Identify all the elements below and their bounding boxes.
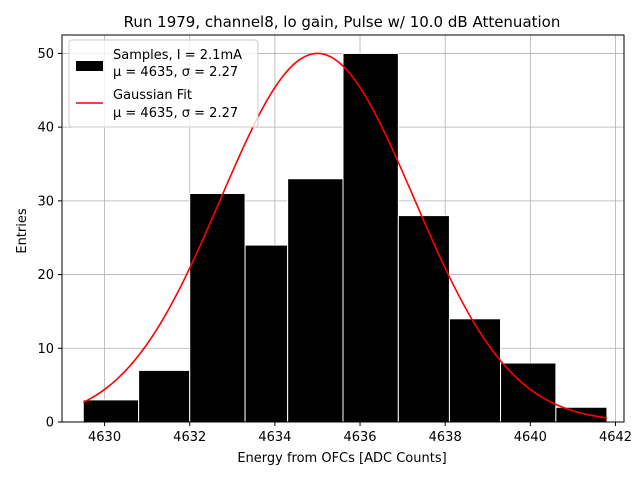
- x-tick-label: 4630: [88, 430, 121, 445]
- x-axis-ticks: 4630 4632 4634 4636 4638 4640 4642: [88, 422, 632, 445]
- chart-title: Run 1979, channel8, lo gain, Pulse w/ 10…: [124, 13, 561, 31]
- x-tick-label: 4638: [429, 430, 462, 445]
- x-tick-label: 4642: [599, 430, 632, 445]
- histogram-bar: [555, 406, 608, 423]
- x-tick-label: 4634: [258, 430, 291, 445]
- legend-stats-samples: μ = 4635, σ = 2.27: [113, 65, 238, 80]
- histogram-bar: [82, 399, 140, 423]
- histogram-bar: [500, 362, 557, 423]
- y-tick-label: 40: [37, 121, 54, 136]
- legend-label-samples: Samples, I = 2.1mA: [113, 48, 242, 63]
- legend-stats-fit: μ = 4635, σ = 2.27: [113, 106, 238, 121]
- histogram-bar: [138, 369, 191, 423]
- histogram-bars: [82, 52, 608, 423]
- plot-frame: [61, 34, 625, 423]
- legend-frame: [68, 39, 259, 128]
- x-tick-label: 4632: [173, 430, 206, 445]
- legend-swatch-samples: [76, 61, 103, 71]
- legend: Samples, I = 2.1mA μ = 4635, σ = 2.27 Ga…: [68, 39, 259, 128]
- histogram-bar: [397, 215, 450, 423]
- y-axis-label: Entries: [15, 208, 30, 254]
- histogram-bar: [189, 192, 246, 423]
- histogram-bar: [448, 318, 502, 423]
- histogram-bar: [342, 52, 399, 423]
- x-tick-label: 4640: [514, 430, 547, 445]
- histogram-bar: [287, 178, 344, 423]
- y-tick-label: 50: [37, 47, 54, 62]
- gaussian-fit-curve: [82, 52, 608, 419]
- y-axis-ticks: 0 10 20 30 40 50: [37, 47, 62, 431]
- x-axis-label: Energy from OFCs [ADC Counts]: [237, 451, 446, 466]
- legend-label-fit: Gaussian Fit: [113, 88, 192, 103]
- y-tick-label: 30: [37, 194, 54, 209]
- y-tick-label: 0: [46, 416, 54, 431]
- histogram-bar: [244, 244, 289, 423]
- y-tick-label: 20: [37, 268, 54, 283]
- y-tick-label: 10: [37, 342, 54, 357]
- x-tick-label: 4636: [343, 430, 376, 445]
